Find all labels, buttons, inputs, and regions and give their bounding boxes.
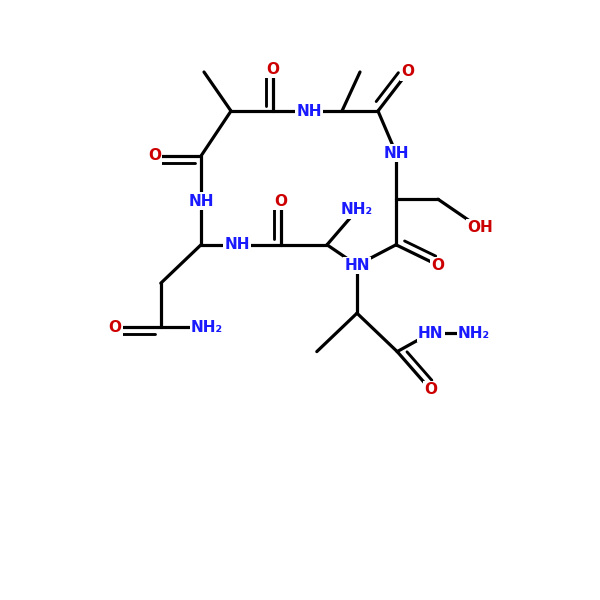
Text: O: O: [109, 319, 122, 335]
Text: NH: NH: [296, 103, 322, 119]
Text: HN: HN: [418, 325, 443, 340]
Text: O: O: [431, 258, 445, 272]
Text: O: O: [266, 61, 280, 76]
Text: O: O: [401, 64, 415, 79]
Text: NH₂: NH₂: [191, 319, 223, 335]
Text: O: O: [424, 383, 437, 397]
Text: NH: NH: [188, 193, 214, 208]
Text: NH₂: NH₂: [341, 202, 373, 217]
Text: NH: NH: [224, 237, 250, 252]
Text: HN: HN: [344, 258, 370, 272]
Text: O: O: [274, 193, 287, 208]
Text: NH: NH: [383, 145, 409, 160]
Text: OH: OH: [467, 220, 493, 235]
Text: O: O: [148, 148, 161, 163]
Text: NH₂: NH₂: [458, 325, 490, 340]
